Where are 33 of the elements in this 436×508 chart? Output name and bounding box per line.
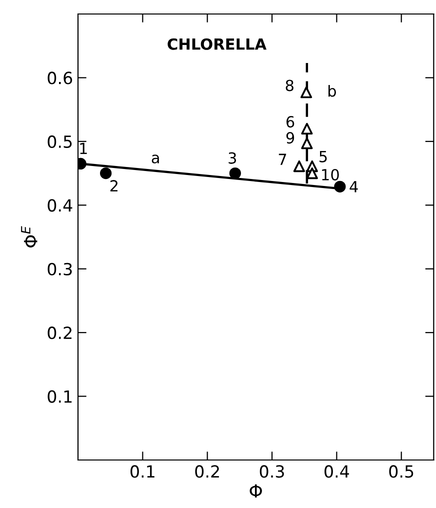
- annotation: 8: [286, 80, 294, 92]
- y-tick-label: 0.2: [48, 326, 72, 340]
- annotation: 6: [286, 116, 294, 128]
- annotation: 5: [320, 151, 327, 162]
- point: [229, 167, 241, 180]
- annotation: 3: [228, 152, 236, 164]
- x-tick-label: 0.4: [324, 465, 350, 478]
- annotation: 7: [278, 154, 286, 165]
- annotation: 2: [110, 180, 118, 192]
- x-tick-label: 0.3: [260, 465, 284, 478]
- annotation: 10: [322, 168, 339, 180]
- x-tick-label: 0.2: [195, 465, 219, 478]
- point: [334, 180, 346, 192]
- point: [300, 86, 312, 98]
- point: [100, 167, 112, 180]
- annotation: 9: [286, 132, 294, 144]
- y-tick-label: 0.4: [48, 199, 72, 212]
- annotation: 1: [80, 142, 87, 154]
- annotation: a: [152, 154, 159, 164]
- point: [301, 122, 313, 134]
- y-tick-label: 0.1: [48, 390, 72, 403]
- annotation: b: [328, 84, 336, 97]
- y-axis-title: Φ$^{E}$: [21, 226, 38, 248]
- y-tick-label: 0.5: [48, 135, 72, 148]
- y-tick-label: 0.3: [48, 262, 72, 276]
- annotation: 4: [350, 181, 358, 192]
- annotation: CHLORELLA: [168, 38, 267, 50]
- point: [301, 138, 313, 150]
- point: [293, 160, 305, 172]
- x-axis-title: Φ: [250, 484, 262, 498]
- y-tick-label: 0.6: [48, 72, 72, 84]
- x-tick-label: 0.1: [130, 465, 154, 478]
- x-tick-label: 0.5: [389, 465, 414, 478]
